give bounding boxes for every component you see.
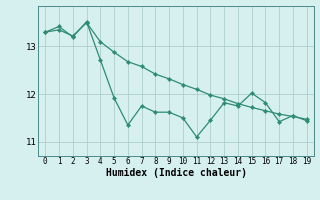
X-axis label: Humidex (Indice chaleur): Humidex (Indice chaleur)	[106, 168, 246, 178]
